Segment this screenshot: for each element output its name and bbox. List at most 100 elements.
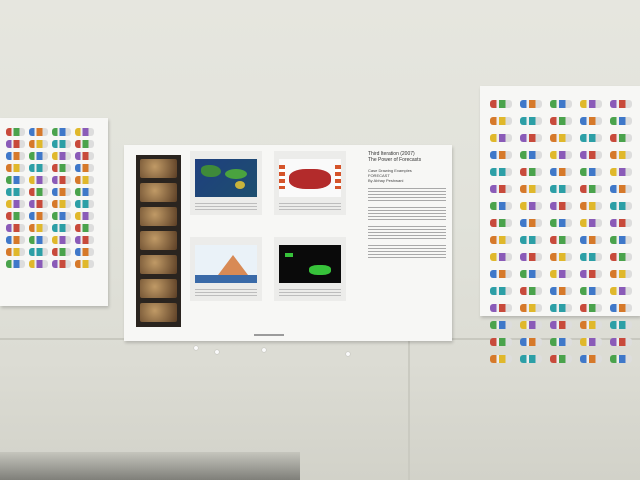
logo-tile	[520, 100, 542, 108]
logo-tile	[29, 152, 48, 160]
logo-tile	[580, 219, 602, 227]
logo-tile	[490, 236, 512, 244]
logo-tile	[610, 355, 632, 363]
logo-tile	[52, 176, 71, 184]
logo-tile	[75, 200, 94, 208]
logo-tile	[610, 219, 632, 227]
logo-tile	[29, 212, 48, 220]
poster-body-text	[368, 226, 446, 241]
logo-tile	[550, 168, 572, 176]
panel-image	[279, 245, 341, 283]
logo-tile	[29, 188, 48, 196]
logo-tile	[520, 219, 542, 227]
wall-pin	[215, 350, 219, 354]
panel-caption-lines	[195, 203, 257, 211]
logo-tile	[6, 188, 25, 196]
logo-tile	[52, 200, 71, 208]
logo-tile	[75, 152, 94, 160]
logo-tile	[580, 287, 602, 295]
strip-photo	[140, 279, 177, 298]
logo-tile	[490, 151, 512, 159]
poster-left	[0, 118, 108, 306]
panel-caption-lines	[195, 289, 257, 297]
wall-pin	[194, 346, 198, 350]
poster-right	[480, 86, 640, 363]
logo-tile	[610, 304, 632, 312]
logo-tile	[610, 151, 632, 159]
wall-pin	[262, 348, 266, 352]
logo-tile	[610, 100, 632, 108]
logo-tile	[29, 164, 48, 172]
floor-shadow	[0, 452, 300, 480]
logo-tile	[75, 176, 94, 184]
logo-tile	[580, 304, 602, 312]
logo-tile	[490, 287, 512, 295]
logo-tile	[520, 270, 542, 278]
logo-tile	[75, 188, 94, 196]
logo-tile	[6, 200, 25, 208]
logo-tile	[520, 134, 542, 142]
logo-tile	[610, 117, 632, 125]
logo-tile	[550, 338, 572, 346]
logo-tile	[580, 236, 602, 244]
logo-tile	[580, 117, 602, 125]
poster-text-column: Third Iteration (2007) The Power of Fore…	[368, 151, 446, 260]
poster-body-text	[368, 188, 446, 203]
strip-photo	[140, 255, 177, 274]
logo-tile	[610, 321, 632, 329]
logo-tile	[550, 117, 572, 125]
logo-tile	[610, 185, 632, 193]
strip-photo	[140, 183, 177, 202]
logo-tile	[75, 140, 94, 148]
poster-title: The Power of Forecasts	[368, 157, 422, 163]
logo-tile	[75, 236, 94, 244]
logo-tile	[490, 219, 512, 227]
logo-tile	[550, 202, 572, 210]
logo-tile	[490, 185, 512, 193]
logo-tile	[52, 140, 71, 148]
strip-photo	[140, 159, 177, 178]
logo-tile	[490, 355, 512, 363]
logo-tile	[490, 202, 512, 210]
logo-tile	[550, 304, 572, 312]
panel-image	[279, 159, 341, 197]
logo-tile	[490, 270, 512, 278]
logo-tile	[75, 164, 94, 172]
logo-tile	[580, 185, 602, 193]
logo-tile	[6, 128, 25, 136]
panel-world-map-red	[274, 151, 346, 215]
logo-tile	[550, 134, 572, 142]
logo-tile	[6, 260, 25, 268]
logo-tile	[580, 355, 602, 363]
logo-tile	[580, 270, 602, 278]
logo-tile	[6, 152, 25, 160]
logo-tile	[52, 212, 71, 220]
logo-tile	[550, 219, 572, 227]
logo-tile	[75, 260, 94, 268]
logo-tile	[6, 248, 25, 256]
logo-tile	[580, 202, 602, 210]
strip-photo	[140, 303, 177, 322]
panel-dark-map	[274, 237, 346, 301]
logo-tile	[490, 168, 512, 176]
logo-tile	[75, 224, 94, 232]
logo-tile	[6, 212, 25, 220]
logo-tile	[29, 200, 48, 208]
logo-tile	[580, 321, 602, 329]
logo-tile	[550, 100, 572, 108]
photo-strip	[136, 155, 181, 327]
logo-tile	[75, 128, 94, 136]
logo-tile	[490, 253, 512, 261]
panel-mountain-chart	[190, 237, 262, 301]
logo-tile	[52, 260, 71, 268]
logo-tile	[550, 253, 572, 261]
logo-tile	[490, 338, 512, 346]
logo-tile	[550, 236, 572, 244]
wall-pin	[346, 352, 350, 356]
logo-tile	[580, 134, 602, 142]
poster-subtitle-2: FORECAST	[368, 172, 390, 178]
logo-tile	[6, 140, 25, 148]
logo-tile	[550, 270, 572, 278]
logo-tile	[490, 134, 512, 142]
logo-tile	[520, 321, 542, 329]
